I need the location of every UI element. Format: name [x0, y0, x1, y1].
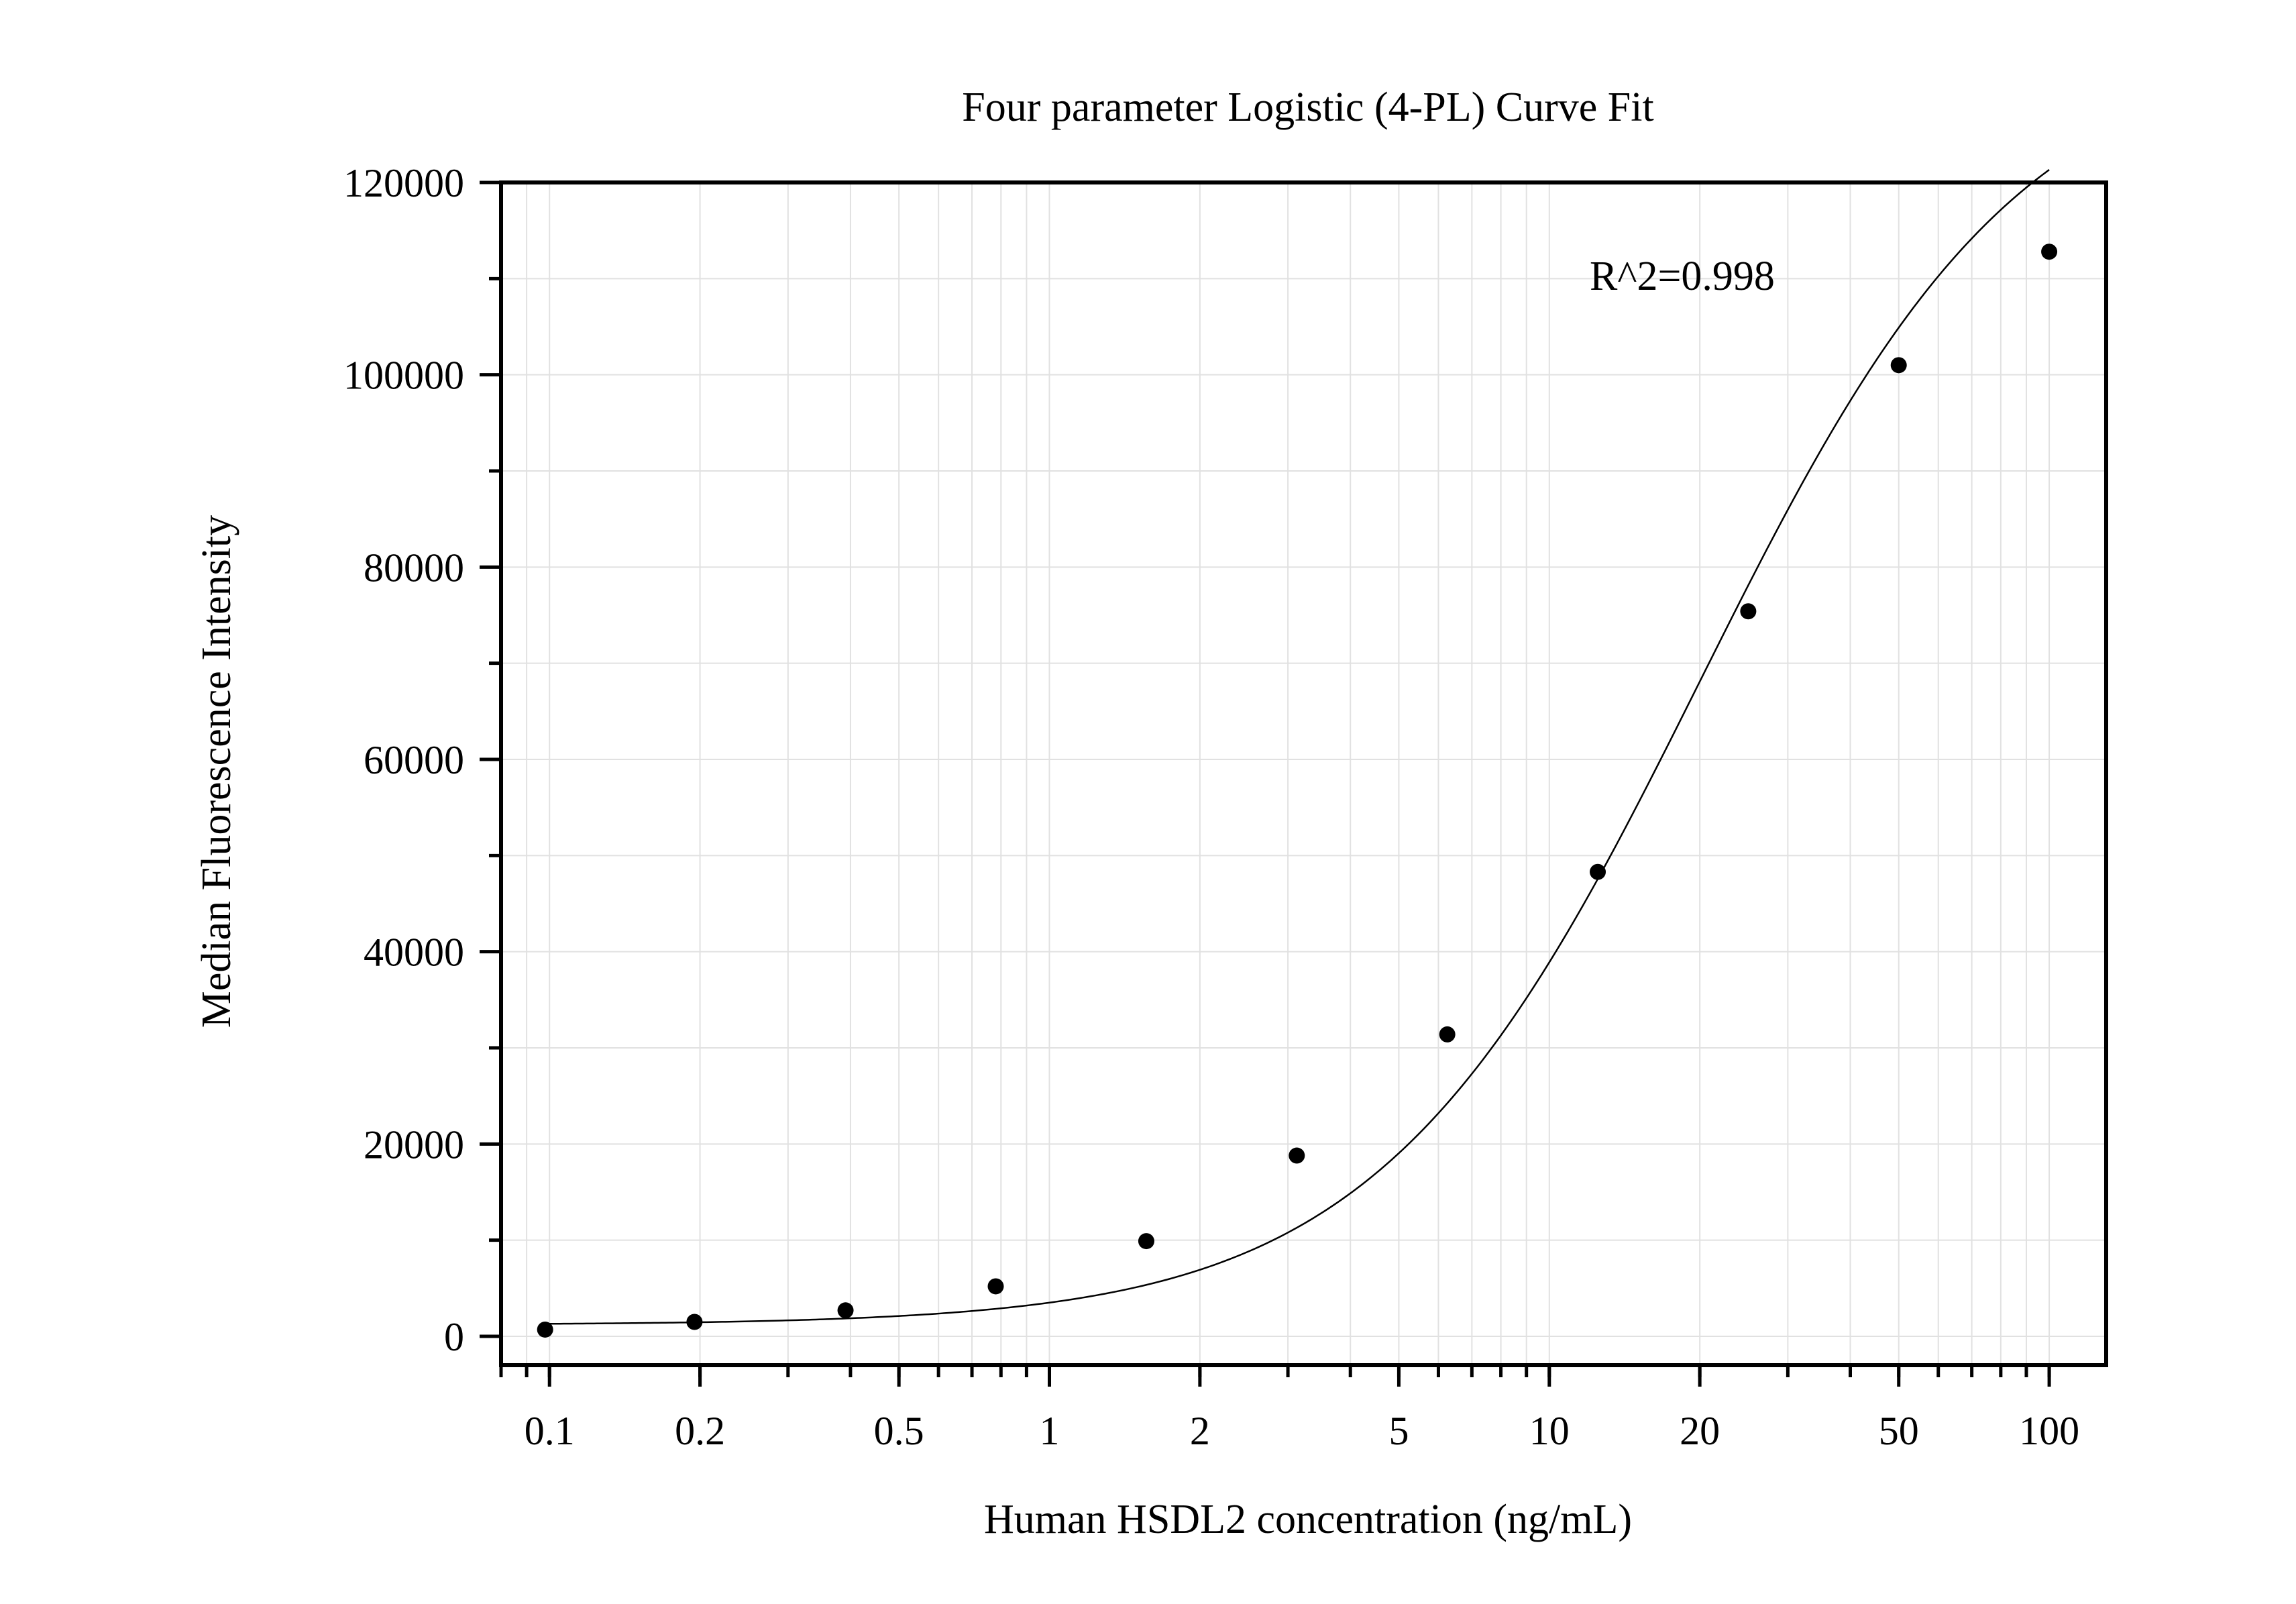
chart-title: Four parameter Logistic (4-PL) Curve Fit	[962, 85, 1653, 130]
data-point	[686, 1314, 703, 1330]
r-squared-annotation: R^2=0.998	[1590, 254, 1775, 299]
data-points	[537, 244, 2058, 1338]
data-point	[1590, 863, 1606, 880]
x-tick-label: 10	[1529, 1409, 1570, 1453]
tick-labels: 0.1 0.2 0.5 1 2 5 10 20 50 100 0 20000 40000 60000 800…	[343, 161, 2079, 1453]
y-tick-label: 100000	[343, 354, 464, 398]
y-tick-label: 0	[444, 1315, 464, 1359]
plot-frame	[499, 180, 2108, 1367]
y-tick-label: 20000	[364, 1122, 464, 1167]
data-point	[2041, 244, 2058, 260]
y-tick-label: 60000	[364, 738, 464, 782]
data-point	[537, 1321, 553, 1338]
x-tick-label: 20	[1680, 1409, 1720, 1453]
y-tick-label: 120000	[343, 161, 464, 205]
fit-curve-layer	[545, 169, 2050, 1325]
y-axis-label: Median Fluorescence Intensity	[194, 515, 239, 1028]
x-tick-label: 5	[1388, 1409, 1409, 1453]
x-tick-label: 100	[2019, 1409, 2079, 1453]
x-tick-label: 50	[1879, 1409, 1919, 1453]
data-point	[837, 1302, 854, 1319]
x-tick-label: 2	[1190, 1409, 1210, 1453]
data-point	[987, 1278, 1004, 1295]
y-tick-label: 40000	[364, 930, 464, 975]
data-point	[1890, 357, 1907, 374]
x-tick-label: 0.1	[525, 1409, 575, 1453]
data-point	[1439, 1026, 1456, 1042]
grid	[500, 182, 2106, 1365]
data-point	[1289, 1147, 1305, 1164]
x-axis-label: Human HSDL2 concentration (ng/mL)	[984, 1497, 1632, 1542]
y-tick-label: 80000	[364, 545, 464, 590]
x-tick-label: 0.5	[874, 1409, 924, 1453]
data-point	[1138, 1233, 1154, 1250]
data-point	[1740, 603, 1757, 620]
x-tick-label: 0.2	[675, 1409, 725, 1453]
fit-curve-line	[545, 169, 2050, 1325]
x-tick-label: 1	[1040, 1409, 1060, 1453]
